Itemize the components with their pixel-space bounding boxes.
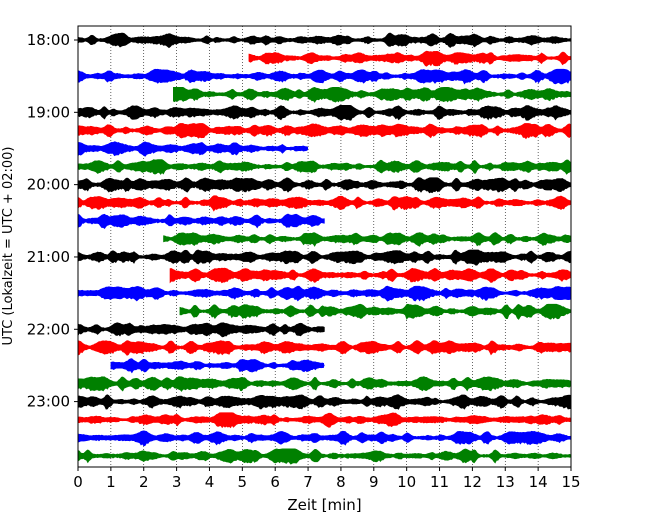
y-axis-label: UTC (Lokalzeit = UTC + 02:00) — [1, 147, 16, 346]
x-tick-label: 0 — [73, 473, 83, 491]
x-tick-label: 13 — [496, 473, 515, 491]
x-tick-label: 8 — [336, 473, 346, 491]
y-axis: 18:00 19:00 20:00 21:00 22:00 23:00 — [27, 31, 78, 411]
x-tick-label: 14 — [529, 473, 548, 491]
x-tick-label: 10 — [397, 473, 416, 491]
x-axis: 0 1 2 3 4 5 6 7 8 9 10 11 12 13 14 15 — [73, 467, 581, 491]
traces — [77, 32, 572, 465]
x-tick-label: 2 — [139, 473, 149, 491]
y-tick-label: 21:00 — [27, 248, 70, 266]
x-tick-label: 12 — [463, 473, 482, 491]
x-tick-label: 15 — [561, 473, 580, 491]
y-tick-label: 23:00 — [27, 393, 70, 411]
y-tick-label: 22:00 — [27, 320, 70, 338]
x-tick-label: 5 — [238, 473, 248, 491]
x-tick-label: 4 — [205, 473, 215, 491]
x-tick-label: 11 — [430, 473, 449, 491]
y-tick-label: 19:00 — [27, 103, 70, 121]
y-tick-label: 18:00 — [27, 31, 70, 49]
plot-frame — [77, 25, 572, 468]
x-tick-label: 3 — [172, 473, 182, 491]
x-tick-label: 6 — [270, 473, 280, 491]
x-tick-label: 1 — [106, 473, 116, 491]
x-axis-label: Zeit [min] — [287, 496, 361, 514]
x-tick-label: 9 — [369, 473, 379, 491]
y-tick-label: 20:00 — [27, 176, 70, 194]
x-tick-label: 7 — [303, 473, 313, 491]
